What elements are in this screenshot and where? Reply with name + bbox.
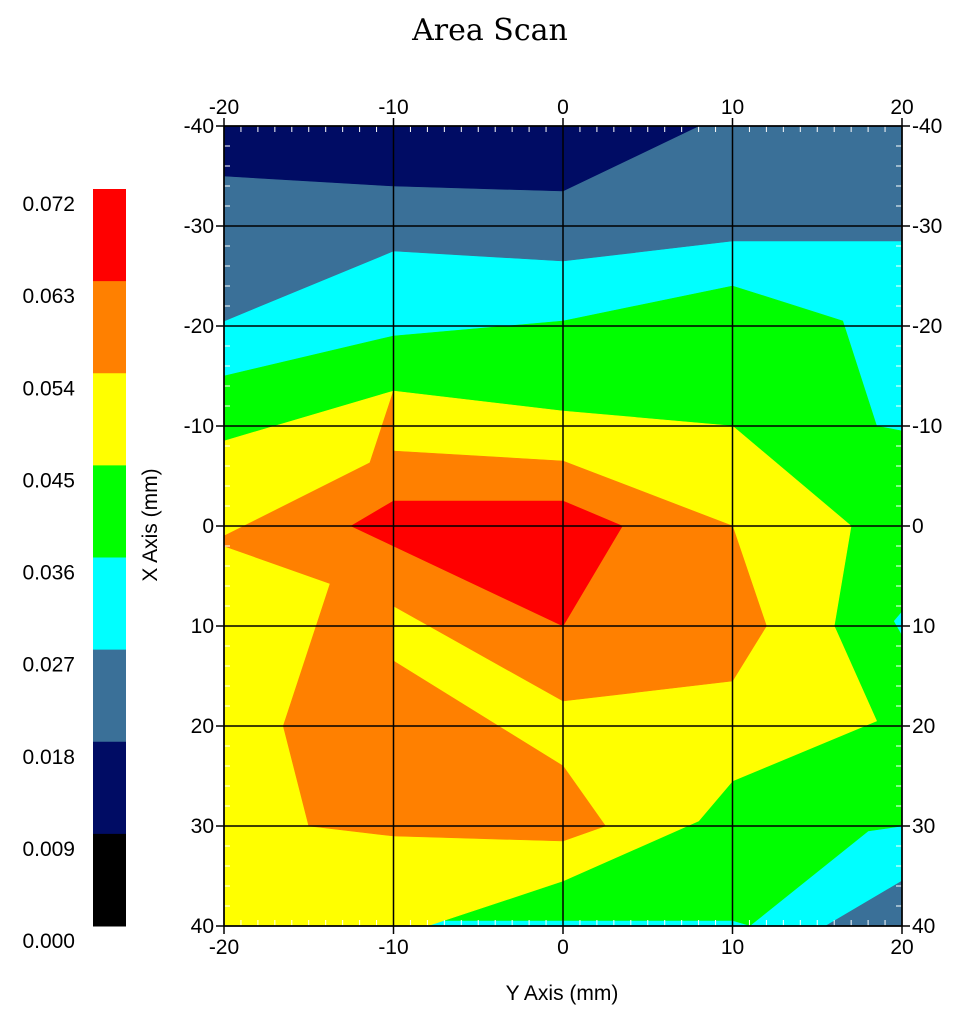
- y-tick-label-left: 10: [191, 615, 214, 638]
- colorbar-band: [93, 281, 126, 374]
- chart-title: Area Scan: [411, 13, 568, 48]
- y-tick-label-left: -40: [184, 115, 214, 138]
- colorbar-label: 0.027: [22, 654, 75, 677]
- x-tick-label-bottom: 20: [890, 936, 913, 959]
- y-tick-label-left: -30: [184, 215, 214, 238]
- colorbar-band: [93, 373, 126, 466]
- colorbar-label: 0.063: [22, 285, 75, 308]
- x-tick-label-bottom: -10: [378, 936, 408, 959]
- x-tick-label-top: -10: [378, 96, 408, 119]
- colorbar-band: [93, 741, 126, 835]
- y-tick-label-right: -40: [912, 115, 942, 138]
- colorbar-label: 0.000: [22, 930, 75, 953]
- minor-ticks: [223, 125, 903, 927]
- colorbar-label: 0.036: [22, 562, 75, 585]
- colorbar: 0.072 0.063 0.054 0.045 0.036 0.027 0.018 0.009…: [22, 189, 126, 953]
- colorbar-band: [93, 649, 126, 743]
- y-tick-label-right: 10: [912, 615, 935, 638]
- y-tick-label-right: 40: [912, 915, 935, 938]
- x-tick-label-bottom: -20: [209, 936, 239, 959]
- colorbar-band: [93, 465, 126, 558]
- colorbar-band: [93, 189, 126, 282]
- y-tick-label-right: 0: [912, 515, 924, 538]
- colorbar-label: 0.045: [22, 469, 75, 492]
- colorbar-band: [93, 833, 126, 927]
- y-tick-label-left: 20: [191, 715, 214, 738]
- colorbar-label: 0.009: [22, 838, 75, 861]
- x-tick-label-top: 0: [557, 96, 569, 119]
- x-axis-label: Y Axis (mm): [506, 982, 619, 1005]
- y-tick-label-right: 20: [912, 715, 935, 738]
- y-tick-label-left: -10: [184, 415, 214, 438]
- x-tick-label-top: 20: [890, 96, 913, 119]
- colorbar-band: [93, 557, 126, 651]
- y-tick-label-right: -30: [912, 215, 942, 238]
- y-tick-label-right: -20: [912, 315, 942, 338]
- x-tick-label-top: -20: [209, 96, 239, 119]
- y-axis-label: X Axis (mm): [139, 468, 162, 581]
- y-tick-label-left: 0: [202, 515, 214, 538]
- x-tick-label-top: 10: [721, 96, 744, 119]
- x-tick-label-bottom: 0: [557, 936, 569, 959]
- y-tick-label-right: 30: [912, 815, 935, 838]
- y-tick-label-right: -10: [912, 415, 942, 438]
- y-tick-label-left: 40: [191, 915, 214, 938]
- colorbar-label: 0.072: [22, 193, 75, 216]
- y-tick-label-left: -20: [184, 315, 214, 338]
- x-tick-label-bottom: 10: [721, 936, 744, 959]
- colorbar-label: 0.018: [22, 746, 75, 769]
- colorbar-label: 0.054: [22, 377, 75, 400]
- y-tick-label-left: 30: [191, 815, 214, 838]
